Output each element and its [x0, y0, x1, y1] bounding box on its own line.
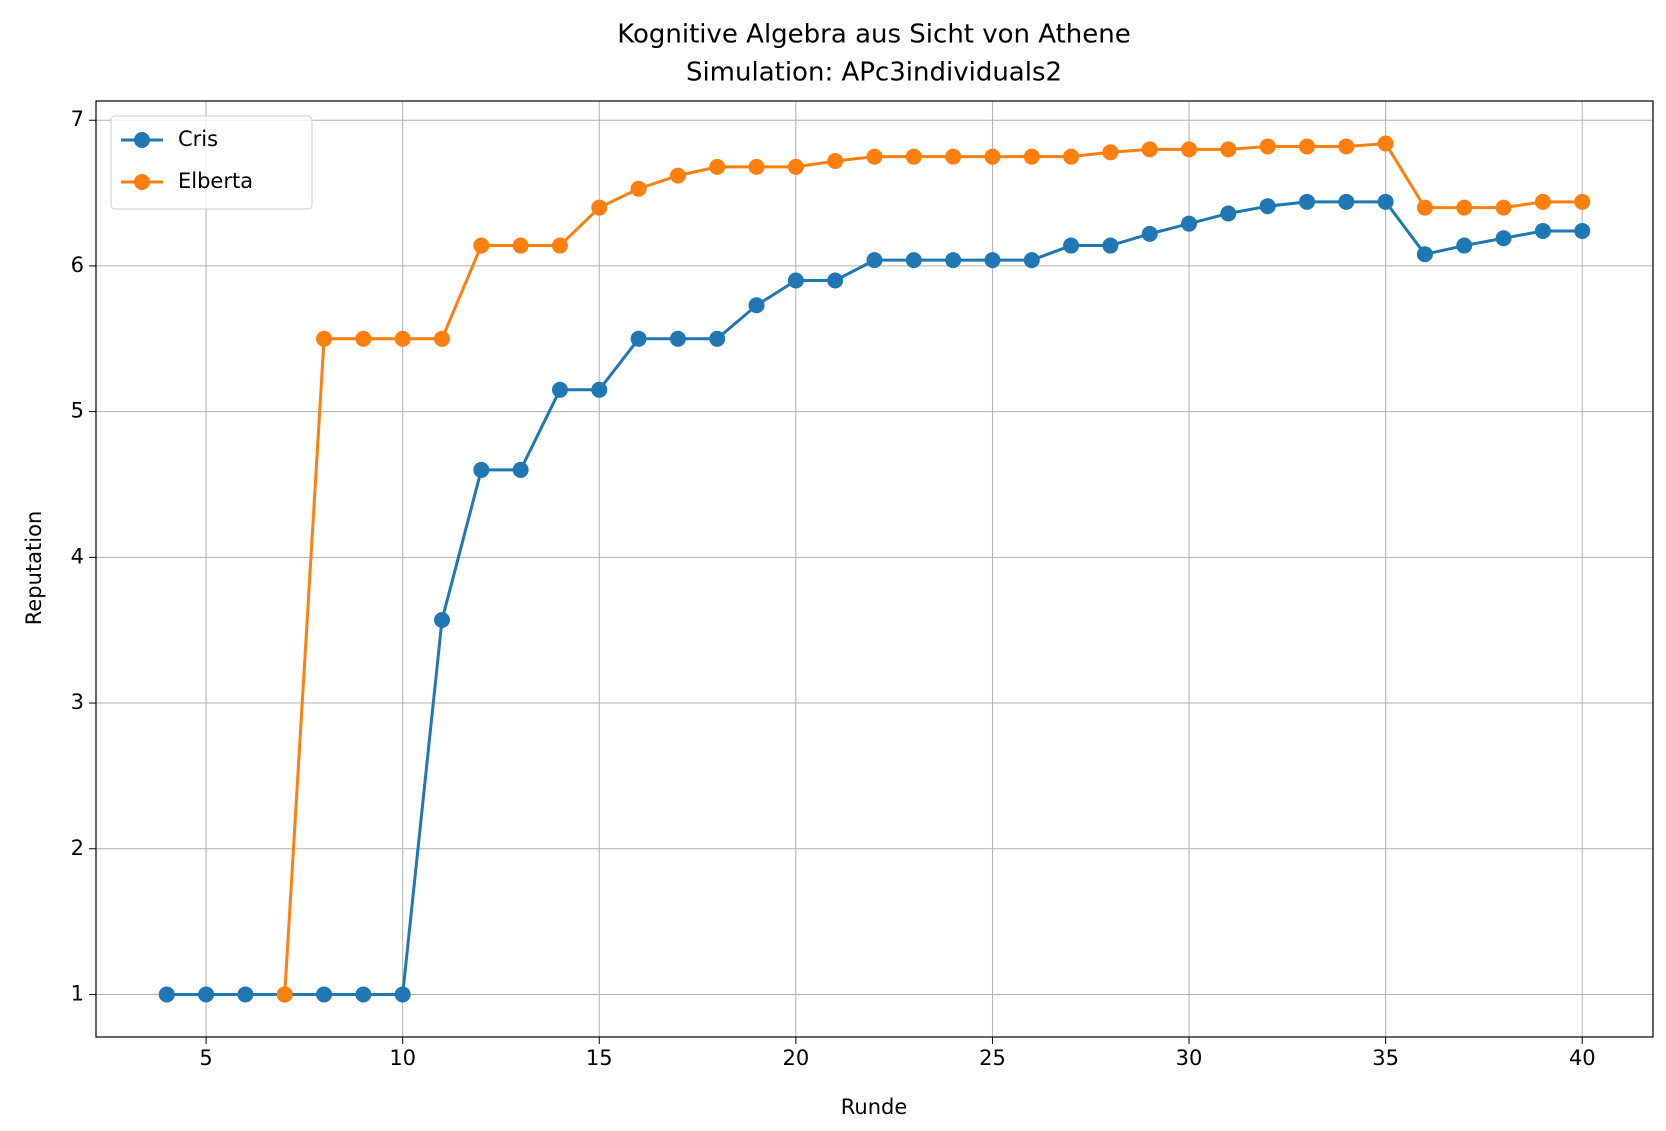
data-point	[1456, 199, 1473, 216]
data-point	[551, 381, 568, 398]
data-point	[1102, 237, 1119, 254]
x-tick-label: 35	[1372, 1046, 1399, 1070]
data-point	[1495, 199, 1512, 216]
data-point	[787, 158, 804, 175]
x-axis-label: Runde	[841, 1095, 908, 1119]
data-point	[1299, 138, 1315, 155]
data-point	[1181, 141, 1198, 158]
x-tick-label: 40	[1569, 1046, 1596, 1070]
data-point	[945, 148, 962, 165]
data-point	[198, 986, 215, 1003]
data-point	[1141, 141, 1158, 158]
data-point	[630, 180, 647, 197]
data-point	[669, 330, 686, 347]
legend: Cris Elberta	[110, 115, 313, 210]
x-tick-label: 25	[979, 1046, 1006, 1070]
data-point	[1338, 193, 1355, 210]
plot-frame	[95, 100, 1654, 1038]
x-tick-label: 30	[1176, 1046, 1203, 1070]
data-point	[1220, 205, 1237, 222]
data-point	[1377, 135, 1394, 152]
y-tick-label: 2	[71, 836, 84, 860]
data-point	[905, 252, 922, 269]
data-point	[591, 381, 608, 398]
data-point	[1534, 222, 1551, 239]
data-point	[984, 148, 1001, 165]
data-point	[945, 252, 962, 269]
data-point	[827, 272, 844, 289]
data-point	[1416, 199, 1433, 216]
data-point	[748, 297, 765, 314]
data-point	[1023, 148, 1040, 165]
y-axis-label: Reputation	[22, 511, 46, 626]
legend-label: Elberta	[178, 169, 253, 193]
x-tick-label: 20	[782, 1046, 809, 1070]
data-point	[748, 158, 765, 175]
data-point	[276, 986, 293, 1003]
data-point	[905, 148, 922, 165]
series-line	[166, 200, 1583, 996]
data-point	[1220, 141, 1237, 158]
x-tick-label: 5	[199, 1046, 212, 1070]
data-point	[1063, 148, 1080, 165]
data-point	[709, 158, 726, 175]
data-point	[1574, 222, 1591, 239]
data-point	[512, 461, 529, 478]
legend-marker	[134, 132, 150, 148]
data-point	[473, 461, 490, 478]
data-point	[1495, 230, 1512, 247]
data-point	[512, 237, 529, 254]
chart-title: Kognitive Algebra aus Sicht von Athene	[617, 20, 1131, 50]
data-point	[1299, 193, 1315, 210]
y-tick-label: 7	[71, 107, 84, 131]
data-point	[1416, 246, 1433, 263]
data-point	[1338, 138, 1355, 155]
data-point	[709, 330, 726, 347]
y-tick-label: 5	[71, 399, 84, 423]
data-point	[355, 330, 372, 347]
data-point	[669, 167, 686, 184]
data-point	[1259, 198, 1276, 215]
data-point	[355, 986, 372, 1003]
data-point	[434, 330, 450, 347]
data-point	[591, 199, 608, 216]
y-tick-label: 4	[71, 544, 84, 568]
data-point	[158, 986, 175, 1003]
data-point	[316, 330, 333, 347]
y-tick-label: 1	[71, 981, 84, 1005]
data-point	[1023, 252, 1040, 269]
data-point	[473, 237, 490, 254]
data-point	[1456, 237, 1473, 254]
y-tick-label: 6	[71, 253, 84, 277]
data-point	[1181, 215, 1198, 232]
data-point	[984, 252, 1001, 269]
data-point	[630, 330, 647, 347]
data-point	[237, 986, 254, 1003]
legend-label: Cris	[178, 127, 218, 151]
data-point	[1574, 193, 1591, 210]
x-tick-label: 10	[389, 1046, 416, 1070]
data-point	[1259, 138, 1276, 155]
data-point	[866, 252, 883, 269]
x-tick-label: 15	[586, 1046, 613, 1070]
data-point	[827, 153, 844, 170]
data-point	[1141, 225, 1158, 242]
data-point	[316, 986, 333, 1003]
chart-subtitle: Simulation: APc3individuals2	[686, 58, 1062, 88]
data-point	[394, 986, 411, 1003]
y-tick-label: 3	[71, 690, 84, 714]
data-point	[866, 148, 883, 165]
data-point	[551, 237, 568, 254]
data-point	[1377, 193, 1394, 210]
series-line	[283, 141, 1583, 995]
data-point	[1102, 144, 1119, 161]
data-point	[434, 611, 450, 628]
data-point	[787, 272, 804, 289]
data-point	[1063, 237, 1080, 254]
data-point	[394, 330, 411, 347]
data-point	[1534, 193, 1551, 210]
legend-marker	[134, 174, 150, 190]
